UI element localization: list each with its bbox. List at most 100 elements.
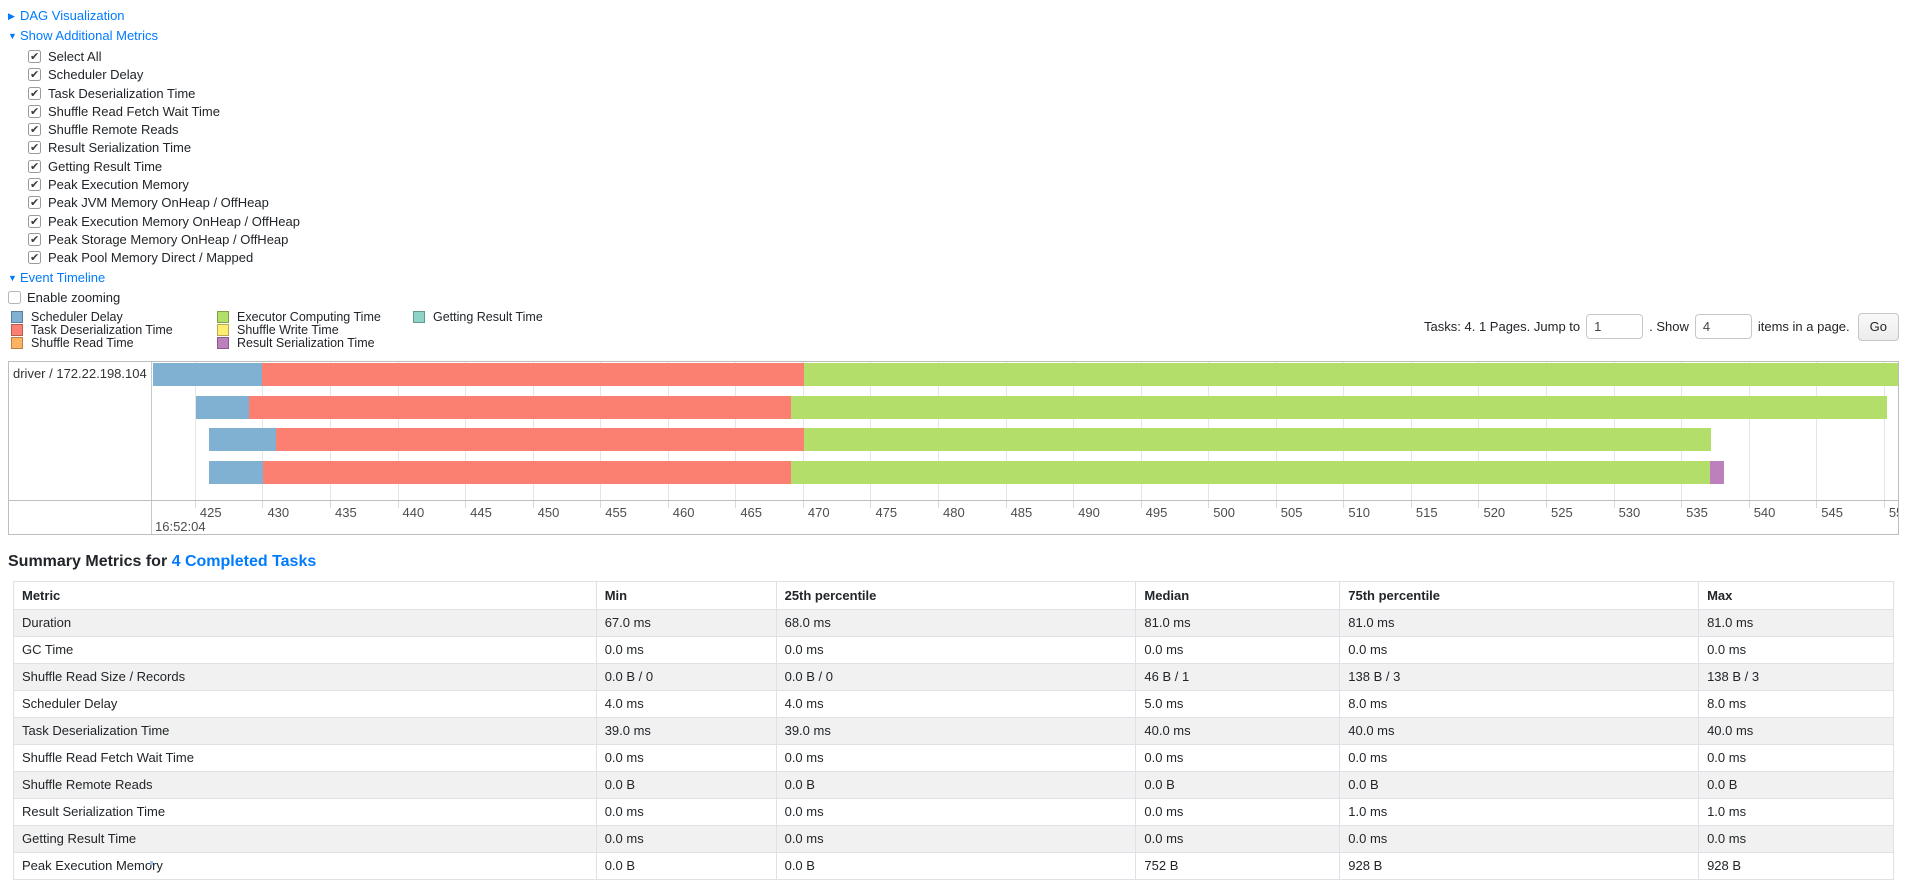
metric-value-cell: 0.0 ms (775, 824, 1137, 853)
metric-value-cell: 81.0 ms (1339, 608, 1700, 637)
axis-tick (735, 500, 737, 508)
metric-option: Getting Result Time (28, 158, 1899, 176)
metric-name-cell: Shuffle Read Size / Records (13, 662, 597, 691)
task-row (153, 460, 1898, 484)
metric-value-cell: 138 B / 3 (1339, 662, 1700, 691)
axis-tick-label: 510 (1348, 504, 1371, 520)
jump-to-page-input[interactable] (1586, 314, 1644, 340)
metric-option: Peak Execution Memory (28, 176, 1899, 194)
task-segment-result-serialization[interactable] (1710, 460, 1725, 484)
metric-option-label: Peak Execution Memory (48, 177, 189, 193)
table-row: Task Deserialization Time 39.0 ms 39.0 ms 4… (13, 716, 1894, 745)
metric-checkbox[interactable] (28, 231, 41, 249)
task-segment-deserialization[interactable] (248, 395, 791, 419)
metric-value-cell: 0.0 ms (1135, 743, 1341, 772)
axis-tick (870, 500, 872, 508)
metric-checkbox[interactable] (28, 213, 41, 231)
metric-value-cell: 928 B (1698, 851, 1894, 880)
metric-checkbox[interactable] (28, 85, 41, 103)
metric-value-cell: 0.0 ms (1698, 635, 1894, 664)
metric-name-cell: Duration (13, 608, 597, 637)
task-segment-compute[interactable] (803, 427, 1712, 451)
metric-checkbox[interactable] (28, 176, 41, 194)
table-column-header: Max (1698, 580, 1894, 610)
metric-checkbox[interactable] (28, 194, 41, 213)
legend-label: Result Serialization Time (237, 335, 375, 350)
enable-zooming-checkbox[interactable] (8, 290, 21, 304)
task-segment-compute[interactable] (803, 362, 1898, 386)
task-segment-scheduler-delay[interactable] (195, 395, 249, 419)
metric-option: Scheduler Delay (28, 66, 1899, 85)
gridline (1748, 361, 1750, 501)
metric-checkbox[interactable] (28, 66, 41, 85)
items-per-page-input[interactable] (1694, 314, 1752, 340)
metric-value-cell: 39.0 ms (595, 716, 777, 745)
axis-tick (532, 500, 534, 508)
gridline (194, 361, 196, 501)
axis-tick-label: 470 (807, 504, 830, 520)
metric-value-cell: 0.0 B (1135, 770, 1341, 799)
metric-checkbox[interactable] (28, 121, 41, 139)
task-segment-deserialization[interactable] (275, 427, 804, 451)
event-timeline-section: ▼ Event Timeline (8, 270, 1899, 286)
metric-option: Shuffle Remote Reads (28, 121, 1899, 139)
go-button[interactable]: Go (1857, 312, 1899, 341)
table-row: Shuffle Remote Reads 0.0 B 0.0 B 0.0 B 0.0 B… (13, 770, 1894, 799)
axis-tick (194, 500, 196, 508)
metric-value-cell: 0.0 B (595, 851, 777, 880)
timeline-plot (153, 361, 1898, 501)
axis-tick (262, 500, 264, 508)
axis-tick-label: 540 (1753, 504, 1776, 520)
timeline-legend: Scheduler Delay Task Deserialization Time… (8, 310, 557, 351)
metric-value-cell: 0.0 ms (595, 635, 777, 664)
task-segment-deserialization[interactable] (262, 460, 791, 484)
axis-tick (1883, 500, 1885, 508)
table-column-header: Median (1135, 580, 1341, 610)
legend-swatch-icon (217, 336, 229, 349)
dag-visualization-section: ▶ DAG Visualization (8, 8, 1899, 24)
legend-column: Getting Result Time (413, 310, 543, 351)
metric-option: Shuffle Read Fetch Wait Time (28, 103, 1899, 121)
dag-visualization-toggle[interactable]: DAG Visualization (20, 8, 125, 23)
metric-checkbox[interactable] (28, 139, 41, 158)
axis-tick-label: 430 (267, 504, 290, 520)
axis-major-time-label: 16:52:04 (155, 518, 206, 534)
metric-checkbox[interactable] (28, 48, 41, 66)
table-row: Duration 67.0 ms 68.0 ms 81.0 ms 81.0 ms 81.0… (13, 608, 1894, 637)
legend-label: Shuffle Read Time (31, 335, 134, 350)
task-segment-compute[interactable] (790, 460, 1711, 484)
axis-tick (329, 500, 331, 508)
metric-checkbox[interactable] (28, 158, 41, 176)
metric-option: Peak Execution Memory OnHeap / OffHeap (28, 213, 1899, 231)
axis-tick (667, 500, 669, 508)
task-segment-scheduler-delay[interactable] (208, 460, 263, 484)
axis-tick (1748, 500, 1750, 508)
metric-value-cell: 0.0 ms (775, 743, 1137, 772)
axis-tick-label: 515 (1415, 504, 1438, 520)
axis-tick-label: 475 (875, 504, 898, 520)
metric-checkbox[interactable] (28, 103, 41, 121)
metric-value-cell: 0.0 B (775, 770, 1137, 799)
enable-zooming-label: Enable zooming (27, 289, 121, 305)
metric-value-cell: 67.0 ms (595, 608, 777, 637)
task-segment-compute[interactable] (790, 395, 1888, 419)
metric-value-cell: 0.0 ms (1339, 635, 1700, 664)
axis-tick-label: 530 (1618, 504, 1641, 520)
task-segment-deserialization[interactable] (261, 362, 804, 386)
event-timeline-toggle[interactable]: Event Timeline (20, 269, 106, 285)
metric-checkbox[interactable] (28, 249, 41, 268)
additional-metrics-toggle[interactable]: Show Additional Metrics (20, 28, 159, 43)
table-column-header: 25th percentile (775, 580, 1137, 610)
axis-tick (1208, 500, 1210, 508)
metric-value-cell: 81.0 ms (1698, 608, 1894, 637)
task-segment-scheduler-delay[interactable] (153, 362, 262, 386)
metric-name-cell: Shuffle Remote Reads (13, 770, 597, 799)
task-segment-scheduler-delay[interactable] (208, 427, 276, 451)
completed-tasks-link[interactable]: 4 Completed Tasks (171, 552, 317, 570)
axis-tick-label: 480 (943, 504, 965, 520)
metric-option-label: Result Serialization Time (48, 140, 192, 156)
enable-zooming-row: Enable zooming (8, 290, 1899, 305)
axis-tick-label: 425 (199, 504, 222, 520)
metric-value-cell: 0.0 ms (1135, 635, 1341, 664)
metric-name-cell: Shuffle Read Fetch Wait Time (13, 743, 597, 772)
